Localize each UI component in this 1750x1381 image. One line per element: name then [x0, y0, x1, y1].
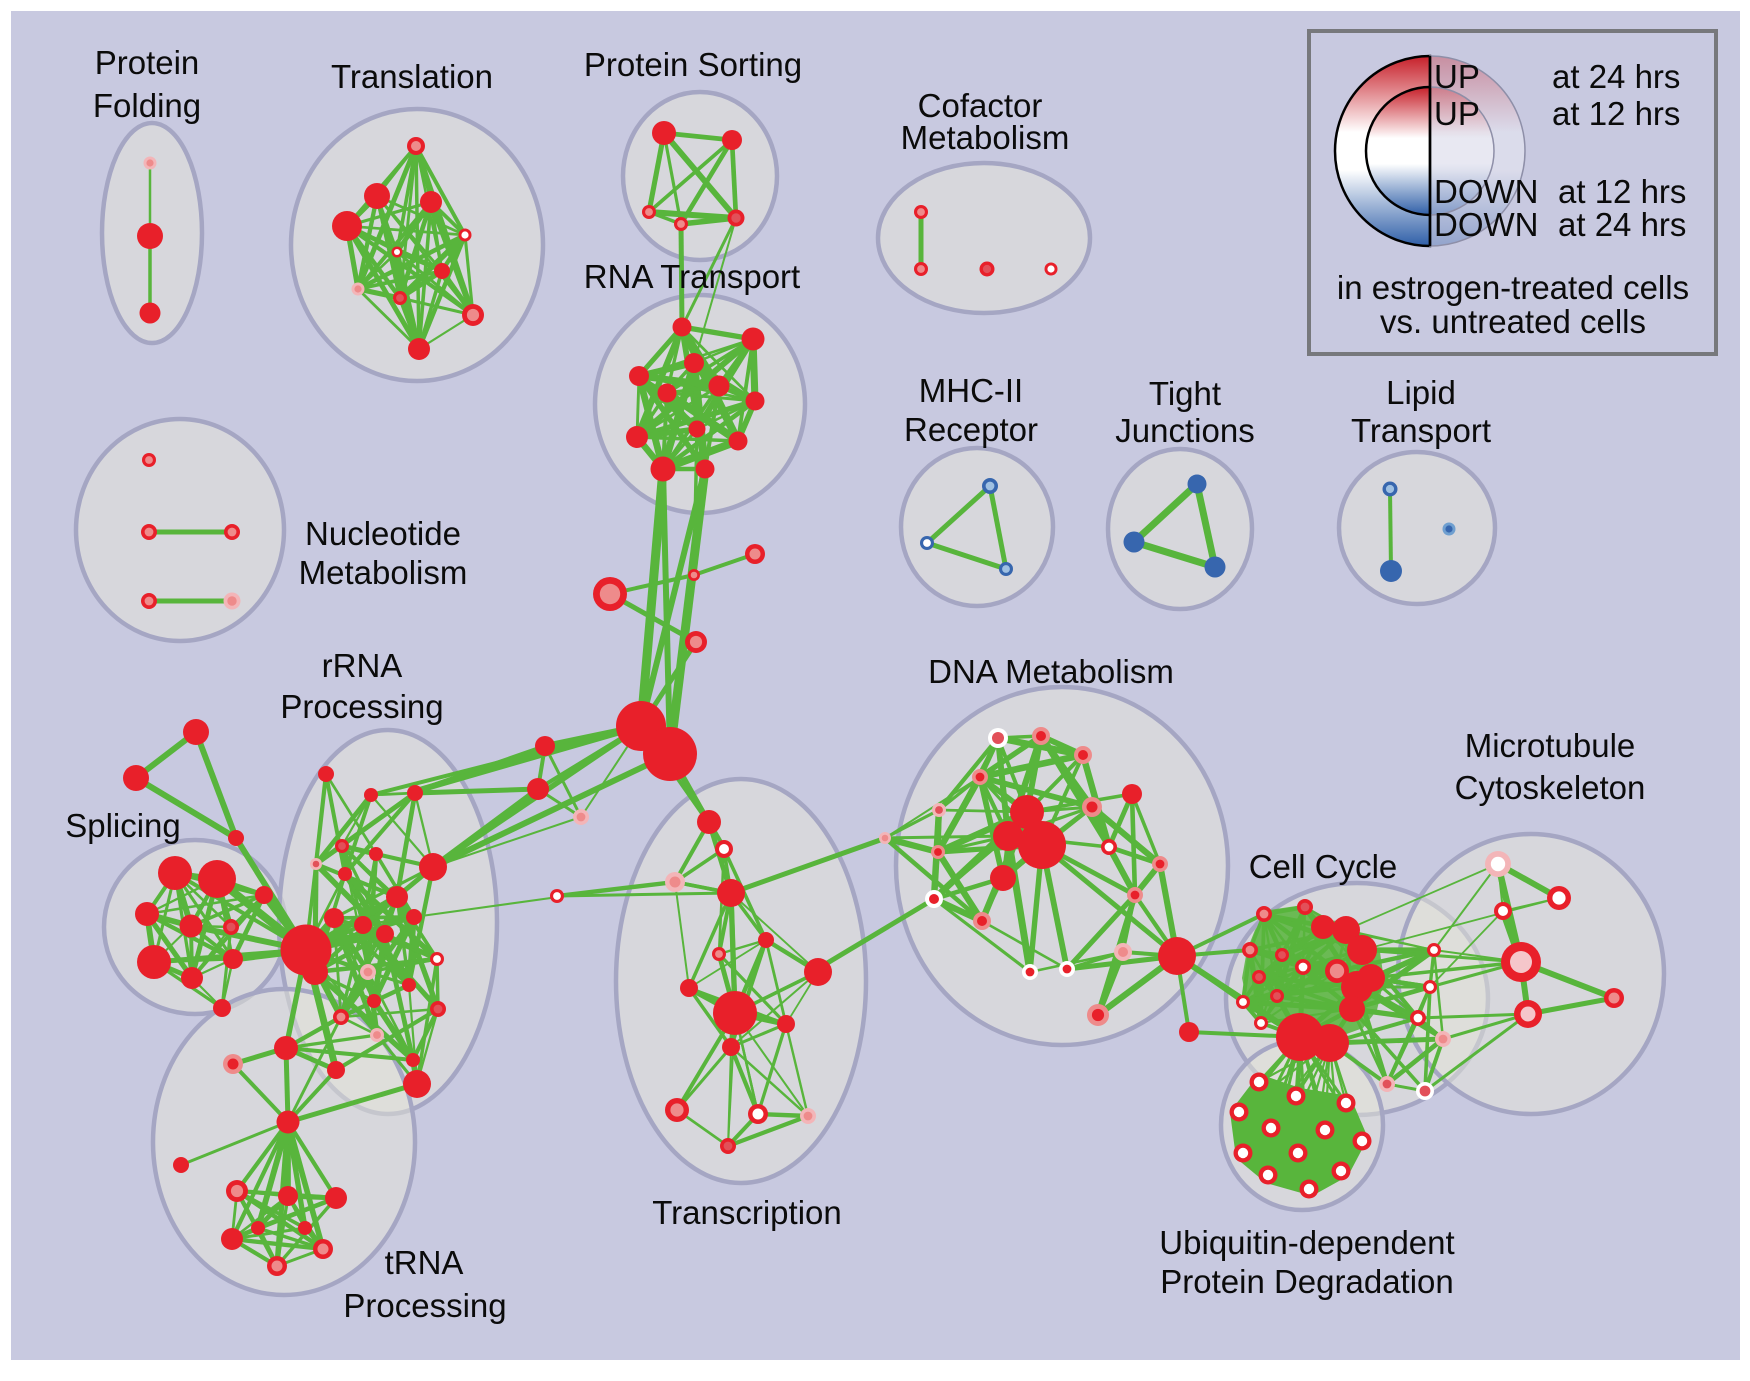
svg-text:Protein: Protein	[95, 44, 200, 81]
svg-text:Cofactor: Cofactor	[918, 87, 1043, 124]
svg-text:Nucleotide: Nucleotide	[305, 515, 461, 552]
svg-text:vs. untreated cells: vs. untreated cells	[1380, 303, 1646, 340]
svg-text:Transcription: Transcription	[652, 1194, 842, 1231]
svg-text:Transport: Transport	[1351, 412, 1491, 449]
svg-text:MHC-II: MHC-II	[919, 372, 1023, 409]
svg-text:at 24 hrs: at 24 hrs	[1552, 58, 1680, 95]
svg-text:Ubiquitin-dependent: Ubiquitin-dependent	[1159, 1224, 1454, 1261]
svg-text:Lipid: Lipid	[1386, 374, 1456, 411]
svg-text:Translation: Translation	[331, 58, 493, 95]
svg-text:at 12 hrs: at 12 hrs	[1558, 173, 1686, 210]
svg-text:in estrogen-treated cells: in estrogen-treated cells	[1337, 269, 1689, 306]
svg-text:RNA Transport: RNA Transport	[584, 258, 800, 295]
svg-text:Splicing: Splicing	[65, 807, 181, 844]
svg-text:Processing: Processing	[280, 688, 443, 725]
svg-text:Protein Sorting: Protein Sorting	[584, 46, 802, 83]
svg-text:tRNA: tRNA	[385, 1244, 464, 1281]
svg-text:at 24 hrs: at 24 hrs	[1558, 206, 1686, 243]
svg-text:Protein Degradation: Protein Degradation	[1160, 1263, 1454, 1300]
svg-text:Junctions: Junctions	[1115, 412, 1254, 449]
svg-text:DOWN: DOWN	[1434, 206, 1538, 243]
svg-text:Microtubule: Microtubule	[1465, 727, 1636, 764]
svg-text:Receptor: Receptor	[904, 411, 1038, 448]
svg-text:DNA Metabolism: DNA Metabolism	[928, 653, 1174, 690]
svg-text:UP: UP	[1434, 58, 1480, 95]
svg-text:Metabolism: Metabolism	[299, 554, 468, 591]
svg-text:Folding: Folding	[93, 87, 201, 124]
svg-text:Cytoskeleton: Cytoskeleton	[1455, 769, 1646, 806]
svg-text:Cell Cycle: Cell Cycle	[1249, 848, 1398, 885]
svg-text:DOWN: DOWN	[1434, 173, 1538, 210]
svg-text:UP: UP	[1434, 95, 1480, 132]
svg-text:at 12 hrs: at 12 hrs	[1552, 95, 1680, 132]
svg-text:Metabolism: Metabolism	[901, 119, 1070, 156]
svg-text:Tight: Tight	[1149, 375, 1221, 412]
svg-text:rRNA: rRNA	[322, 647, 403, 684]
svg-text:Processing: Processing	[343, 1287, 506, 1324]
